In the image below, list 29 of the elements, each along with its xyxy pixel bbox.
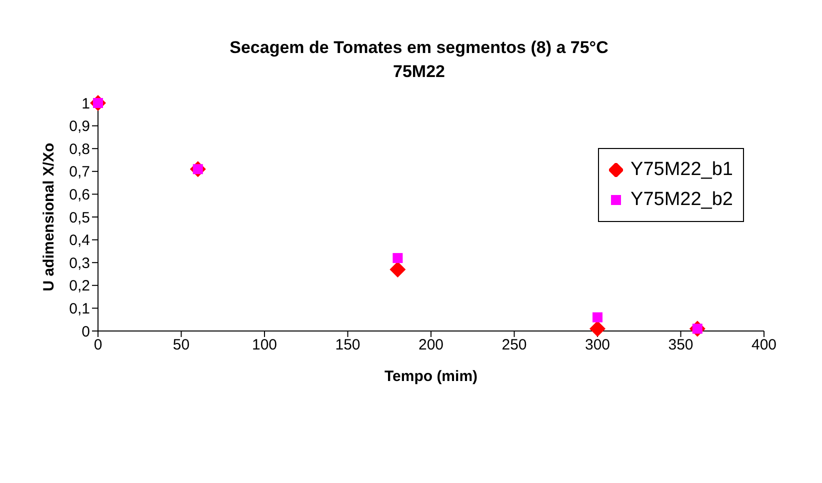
y-tick-label: 0,8 (69, 140, 90, 158)
y-tick-label: 0,3 (69, 254, 90, 272)
y-tick-label: 0,1 (69, 300, 90, 318)
y-tick-label: 1 (82, 95, 90, 112)
x-tick-label: 350 (668, 336, 694, 354)
point (392, 253, 403, 264)
x-tick-label: 0 (94, 336, 102, 354)
y-tick-label: 0,2 (69, 278, 90, 295)
x-tick-label: 150 (335, 336, 360, 354)
point (592, 312, 602, 322)
y-tick-label: 0,4 (69, 232, 90, 250)
y-tick-label: 0 (82, 323, 90, 340)
x-axis-title: Tempo (mim) (384, 368, 478, 385)
point (390, 261, 406, 278)
point (590, 320, 606, 337)
x-tick-label: 400 (751, 336, 777, 354)
x-tick-label: 300 (584, 336, 610, 354)
y-tick-label: 0,5 (69, 209, 90, 226)
y-axis-title: U adimensional X/Xo (40, 142, 58, 292)
legend-label: Y75M22_b1 (630, 158, 733, 182)
y-tick-label: 0,6 (69, 186, 90, 204)
x-tick-label: 250 (502, 336, 527, 354)
x-tick-label: 200 (418, 336, 444, 354)
y-tick-label: 0,7 (69, 164, 90, 181)
legend-label: Y75M22_b2 (630, 188, 733, 212)
x-tick-label: 100 (252, 336, 278, 354)
x-tick-label: 50 (172, 336, 190, 354)
chart-title: Secagem de Tomates em segmentos (8) a 75°C 75M22 (228, 37, 610, 83)
y-tick-label: 0,9 (69, 118, 90, 136)
